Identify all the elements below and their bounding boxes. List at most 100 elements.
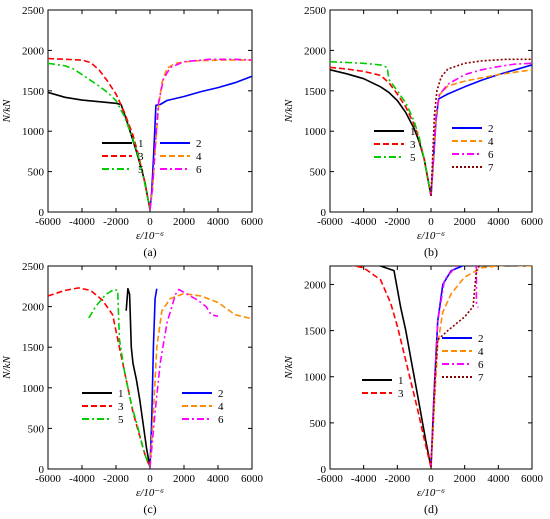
y-tick-label: 2500 — [304, 5, 327, 17]
y-tick-label: 500 — [28, 167, 45, 179]
legend-label-3: 3 — [398, 388, 404, 400]
y-tick-label: 0 — [39, 464, 45, 476]
y-tick-label: 2000 — [22, 45, 45, 57]
y-tick-label: 2000 — [22, 302, 45, 314]
x-tick-label: 0 — [147, 473, 153, 485]
panel-label: (d) — [424, 502, 438, 516]
x-tick-label: 6000 — [521, 216, 544, 228]
legend-label-7: 7 — [488, 162, 494, 174]
x-tick-label: 4000 — [487, 216, 510, 228]
y-tick-label: 0 — [321, 464, 327, 476]
legend-label-2: 2 — [488, 123, 494, 135]
x-tick-label: 4000 — [487, 473, 510, 485]
x-tick-label: 4000 — [207, 216, 230, 228]
legend-label-4: 4 — [218, 401, 224, 413]
series-line-6 — [430, 266, 479, 468]
y-tick-label: 1500 — [22, 86, 45, 98]
series-line-5 — [48, 62, 151, 210]
series-line-1 — [48, 91, 151, 210]
series-group — [351, 266, 532, 468]
legend-label-3: 3 — [118, 401, 124, 413]
series-line-4 — [430, 266, 532, 468]
y-axis-label: N/kN — [283, 356, 295, 380]
y-tick-label: 1000 — [304, 126, 327, 138]
series-line-3 — [48, 287, 151, 468]
plot-frame — [329, 9, 533, 213]
y-tick-label: 500 — [310, 418, 327, 430]
x-tick-label: -6000 — [35, 473, 61, 485]
legend-label-2: 2 — [218, 388, 224, 400]
legend-label-6: 6 — [218, 414, 224, 426]
y-axis-label: N/kN — [1, 356, 13, 380]
plot-frame — [329, 265, 533, 470]
x-tick-label: -4000 — [69, 216, 95, 228]
panel-d: -6000 -4000 -2000 0 2000 4000 6000 0 500 1000 1500… — [283, 265, 544, 516]
legend-label-7: 7 — [478, 372, 484, 384]
series-line-1 — [376, 266, 432, 468]
x-tick-label: -4000 — [351, 473, 377, 485]
series-group — [330, 58, 532, 196]
y-tick-label: 500 — [28, 423, 45, 435]
panel-c: -6000 -4000 -2000 0 2000 4000 6000 0 500 1000 1500… — [1, 261, 264, 516]
y-tick-label: 0 — [39, 207, 45, 219]
x-tick-label: -2000 — [103, 216, 129, 228]
legend-label-1: 1 — [138, 138, 144, 150]
legend-label-5: 5 — [118, 414, 124, 426]
series-line-6 — [149, 288, 219, 468]
y-tick-label: 1500 — [22, 342, 45, 354]
x-tick-label: -4000 — [69, 473, 95, 485]
x-axis-label: ε/10⁻⁶ — [136, 230, 164, 242]
legend-label-1: 1 — [410, 126, 416, 138]
legend-label-1: 1 — [398, 375, 404, 387]
series-line-2 — [430, 266, 465, 468]
legend-label-3: 3 — [410, 139, 416, 151]
legend-label-3: 3 — [138, 151, 144, 163]
x-tick-label: 6000 — [521, 473, 544, 485]
panel-label: (b) — [424, 245, 438, 259]
y-tick-label: 1500 — [304, 326, 327, 338]
y-tick-label: 500 — [310, 167, 327, 179]
legend-label-5: 5 — [138, 164, 144, 176]
x-axis-label: ε/10⁻⁶ — [417, 230, 445, 242]
x-tick-label: -6000 — [35, 216, 61, 228]
series-line-3 — [330, 66, 432, 196]
series-line-2 — [430, 64, 532, 196]
y-tick-label: 2000 — [304, 45, 327, 57]
series-line-3 — [351, 266, 432, 468]
legend-label-2: 2 — [478, 333, 484, 345]
x-tick-label: -2000 — [103, 473, 129, 485]
x-tick-label: -2000 — [384, 216, 410, 228]
legend-label-1: 1 — [118, 388, 124, 400]
plot-frame — [47, 9, 253, 213]
y-tick-label: 0 — [321, 207, 327, 219]
panel-label: (a) — [143, 245, 156, 259]
series-line-1 — [330, 69, 432, 196]
x-tick-label: 0 — [428, 216, 434, 228]
x-axis-label: ε/10⁻⁶ — [417, 487, 445, 499]
legend-label-6: 6 — [488, 149, 494, 161]
legend-label-2: 2 — [196, 138, 202, 150]
x-tick-label: 2000 — [173, 473, 196, 485]
y-axis-label: N/kN — [1, 99, 13, 123]
x-tick-label: 2000 — [173, 216, 196, 228]
legend-label-6: 6 — [196, 164, 202, 176]
y-tick-label: 1000 — [22, 383, 45, 395]
series-line-4 — [430, 69, 532, 196]
x-tick-label: 0 — [147, 216, 153, 228]
series-line-2 — [149, 288, 158, 468]
panel-a: -6000 -4000 -2000 0 2000 4000 6000 0 500 1000 1500… — [1, 5, 264, 259]
x-tick-label: 0 — [428, 473, 434, 485]
legend-label-4: 4 — [196, 151, 202, 163]
legend-label-6: 6 — [478, 359, 484, 371]
series-line-7 — [430, 58, 532, 196]
series-line-2 — [149, 75, 252, 210]
x-tick-label: 2000 — [454, 473, 477, 485]
series-group — [48, 287, 252, 468]
series-line-6 — [149, 58, 252, 210]
panel-label: (c) — [143, 502, 156, 516]
x-tick-label: -4000 — [351, 216, 377, 228]
y-axis-label: N/kN — [283, 99, 295, 123]
y-tick-label: 1000 — [22, 126, 45, 138]
y-tick-label: 2000 — [304, 279, 327, 291]
